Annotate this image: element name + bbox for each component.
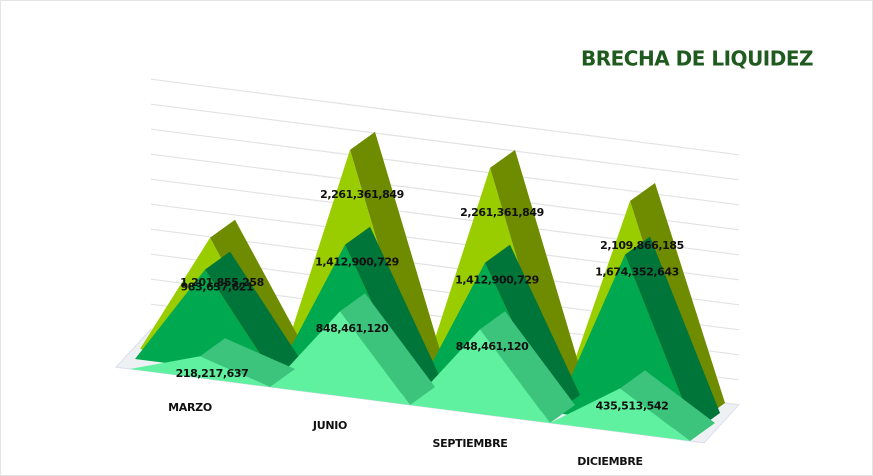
area-side bbox=[625, 236, 720, 431]
area-side bbox=[620, 370, 715, 441]
x-tick-label: MARZO bbox=[168, 401, 212, 414]
data-label: 983,637,621 bbox=[181, 281, 254, 294]
area-peak bbox=[550, 388, 690, 441]
data-label: 2,261,361,849 bbox=[320, 188, 404, 201]
area-peak bbox=[270, 311, 410, 405]
area-peak bbox=[130, 356, 270, 387]
grid-line bbox=[150, 78, 740, 156]
data-label: 848,461,120 bbox=[456, 340, 530, 353]
grid-line bbox=[150, 128, 740, 206]
area-side bbox=[210, 219, 305, 367]
x-tick-label: DICIEMBRE bbox=[577, 455, 643, 468]
data-label: 2,261,361,849 bbox=[460, 206, 544, 219]
area-side bbox=[340, 293, 435, 405]
data-label: 218,217,637 bbox=[176, 367, 249, 380]
area-side bbox=[345, 226, 440, 395]
data-label: 1,201,855,258 bbox=[180, 276, 264, 289]
grid-line bbox=[150, 103, 740, 181]
chart-title: BRECHA DE LIQUIDEZ bbox=[581, 47, 813, 71]
x-tick-label: JUNIO bbox=[312, 419, 347, 432]
data-label: 2,109,866,185 bbox=[600, 239, 684, 252]
data-label: 1,412,900,729 bbox=[455, 274, 539, 287]
area-side bbox=[485, 244, 580, 413]
area-side bbox=[480, 311, 575, 423]
area-side bbox=[205, 251, 300, 377]
data-label: 1,412,900,729 bbox=[315, 256, 399, 269]
x-tick-label: SEPTIEMBRE bbox=[433, 437, 508, 450]
area-side bbox=[200, 338, 295, 387]
data-label: 435,513,542 bbox=[596, 399, 669, 412]
data-label: 1,674,352,643 bbox=[595, 266, 679, 279]
area-peak bbox=[410, 329, 550, 423]
area-side bbox=[630, 183, 725, 421]
area-side bbox=[490, 149, 585, 403]
area-side bbox=[350, 131, 445, 385]
data-label: 848,461,120 bbox=[316, 322, 390, 335]
